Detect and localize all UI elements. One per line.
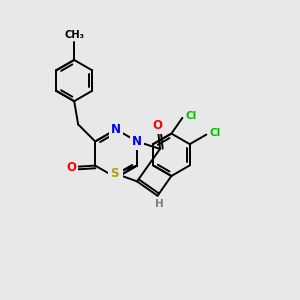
Text: S: S (110, 167, 118, 180)
Text: O: O (66, 160, 76, 174)
Text: N: N (111, 123, 121, 136)
Text: N: N (132, 135, 142, 148)
Text: N: N (111, 171, 121, 184)
Text: O: O (153, 119, 163, 133)
Text: Cl: Cl (209, 128, 221, 138)
Text: CH₃: CH₃ (64, 30, 84, 40)
Text: H: H (154, 199, 164, 209)
Text: Cl: Cl (186, 110, 197, 121)
